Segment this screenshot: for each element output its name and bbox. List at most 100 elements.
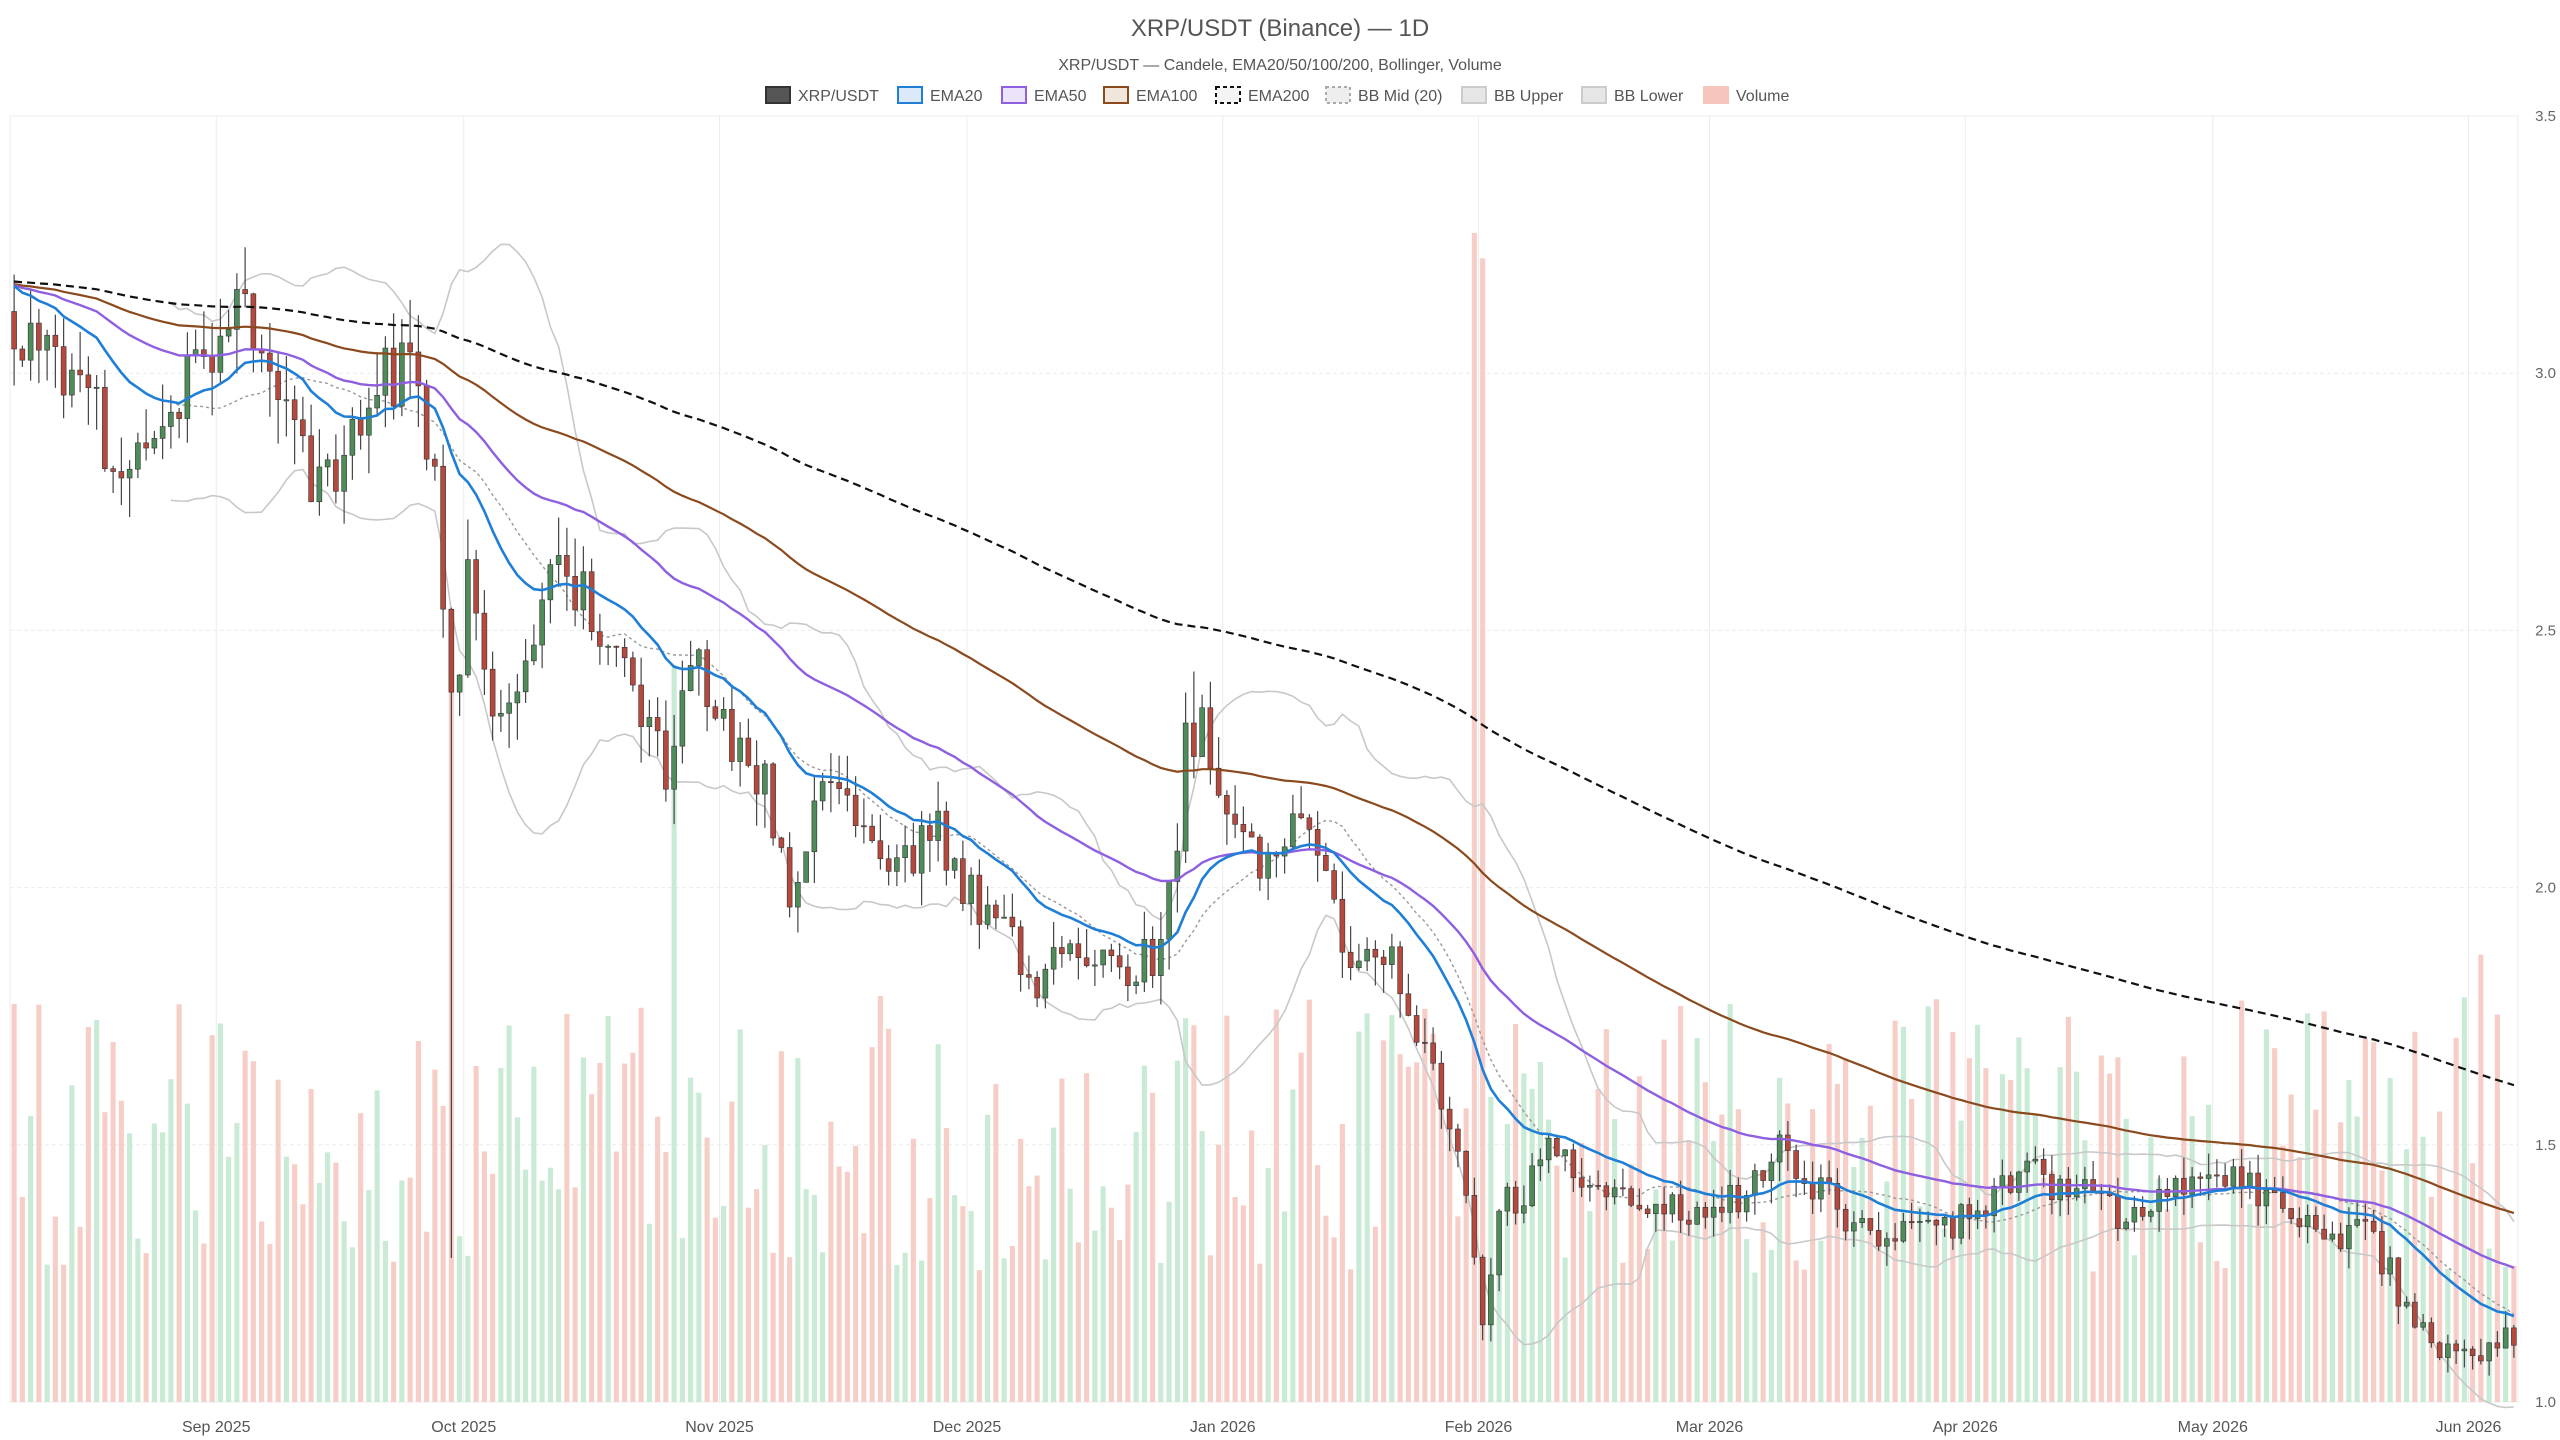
candle	[1290, 794, 1296, 851]
candle	[1669, 1192, 1676, 1223]
candle-body	[1504, 1186, 1511, 1212]
candle	[69, 353, 75, 408]
candle-body	[2065, 1178, 2072, 1198]
candle-body	[2420, 1322, 2426, 1328]
volume-bar	[168, 1079, 174, 1402]
candle-body	[1331, 870, 1337, 900]
candle	[1265, 842, 1271, 901]
candle	[712, 699, 719, 721]
candle	[93, 375, 100, 430]
candle	[514, 673, 521, 740]
candle	[1554, 1134, 1560, 1158]
volume-bar	[1942, 1228, 1948, 1402]
volume-bar	[415, 1041, 421, 1402]
ema100-line	[13, 283, 2515, 1215]
candle-body	[473, 559, 479, 614]
candle-body	[1628, 1188, 1634, 1206]
candle-body	[1570, 1149, 1577, 1179]
candle-body	[2362, 1219, 2369, 1222]
volume-bar	[1306, 999, 1312, 1402]
candle	[605, 644, 611, 666]
candle-body	[349, 418, 356, 456]
candle	[2494, 1331, 2501, 1357]
volume-bar	[1752, 1272, 1758, 1402]
y-axis: 1.0 1.5 2.0 2.5 3.0 3.5	[2535, 108, 2556, 1411]
candle-body	[2230, 1166, 2237, 1187]
volume-bar	[671, 664, 677, 1402]
candle-body	[2197, 1176, 2204, 1179]
volume-bar	[217, 1023, 223, 1402]
volume-bar	[1240, 1205, 1246, 1402]
candle	[1356, 943, 1362, 971]
candle	[1636, 1188, 1643, 1211]
candle-body	[1908, 1221, 1915, 1223]
candle	[2370, 1209, 2377, 1234]
candle	[1001, 894, 1007, 919]
candle-body	[1380, 956, 1387, 965]
candle-body	[2436, 1342, 2443, 1358]
candle	[762, 760, 768, 828]
candle	[646, 699, 653, 757]
volume-bar	[1480, 258, 1486, 1402]
volume-bar	[589, 1094, 595, 1402]
volume-bar	[836, 1166, 842, 1402]
candle	[1298, 786, 1304, 820]
volume-bar	[349, 1247, 355, 1402]
candle-body	[993, 904, 999, 919]
candle-body	[1578, 1177, 1585, 1188]
candle	[696, 647, 702, 696]
candle-body	[1438, 1062, 1445, 1110]
volume-bar	[1100, 1186, 1106, 1402]
candle	[2362, 1203, 2369, 1241]
candle	[1413, 1005, 1420, 1046]
candle-body	[737, 737, 743, 762]
candle	[531, 624, 537, 666]
candle	[2007, 1171, 2014, 1195]
candle-body	[399, 342, 405, 407]
volume-bar	[1133, 1131, 1139, 1402]
volume-bar	[2214, 1261, 2220, 1402]
volume-bar	[259, 1221, 265, 1402]
candle-body	[440, 465, 446, 610]
volume-bar	[869, 1047, 875, 1402]
candle	[1215, 737, 1222, 798]
candle	[151, 430, 158, 455]
candle	[2057, 1174, 2063, 1217]
candle-body	[2461, 1348, 2468, 1352]
candle	[1281, 838, 1288, 874]
volume-bar	[1612, 1119, 1618, 1402]
candle	[852, 776, 859, 838]
candle-body	[1207, 707, 1214, 769]
volume-bar	[2412, 1031, 2418, 1402]
volume-bar	[2288, 1094, 2294, 1402]
candle	[687, 640, 694, 692]
candle	[630, 651, 636, 692]
candle-body	[927, 825, 933, 841]
volume-bar	[1001, 1258, 1007, 1402]
volume-bar	[2140, 1215, 2146, 1402]
candle	[1463, 1150, 1469, 1204]
candle-body	[2370, 1220, 2377, 1232]
candle-body	[1471, 1195, 1478, 1258]
volume-bar	[630, 1052, 636, 1402]
volume-bar	[465, 1255, 471, 1402]
candle-body	[918, 825, 925, 874]
candle	[423, 379, 430, 471]
candle-body	[1941, 1217, 1948, 1226]
candle	[1108, 943, 1115, 972]
candle	[77, 331, 83, 393]
volume-bar	[11, 1003, 17, 1402]
volume-bar	[737, 1029, 743, 1402]
x-tick-label: Nov 2025	[685, 1419, 754, 1436]
volume-bar	[531, 1066, 537, 1402]
candle-body	[1092, 964, 1098, 967]
candle-body	[382, 347, 389, 396]
candle	[1389, 933, 1395, 979]
candle-body	[753, 765, 760, 795]
x-tick-label: Jan 2026	[1190, 1419, 1256, 1436]
candle	[1100, 949, 1106, 978]
volume-bar	[1620, 1262, 1626, 1402]
candle	[184, 332, 191, 443]
candle	[1694, 1201, 1700, 1225]
